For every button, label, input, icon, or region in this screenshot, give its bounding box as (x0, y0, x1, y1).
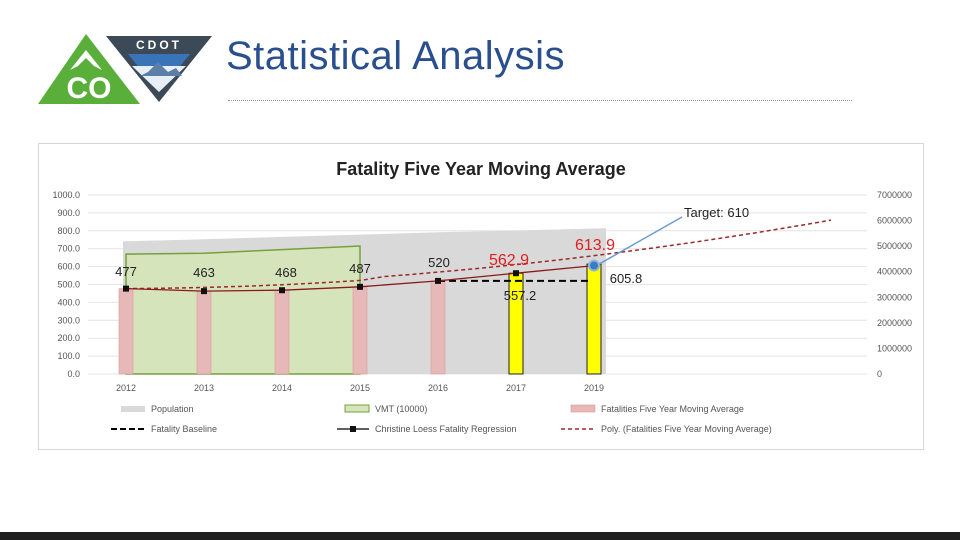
legend-label: Fatality Baseline (151, 424, 217, 434)
y-right-tick-label: 0 (877, 369, 882, 379)
legend-label: Fatalities Five Year Moving Average (601, 404, 744, 414)
legend-label: Population (151, 404, 194, 414)
y-left-tick-label: 0.0 (67, 369, 80, 379)
regression-value-label: 605.8 (610, 271, 643, 286)
y-left-tick-label: 200.0 (57, 333, 80, 343)
y-right-tick-label: 2000000 (877, 318, 912, 328)
legend-label: Poly. (Fatalities Five Year Moving Avera… (601, 424, 772, 434)
y-right-tick-label: 4000000 (877, 267, 912, 277)
legend-label: VMT (10000) (375, 404, 427, 414)
y-left-tick-label: 900.0 (57, 208, 80, 218)
bar-value-label-2013: 463 (193, 265, 215, 280)
bar-value-label-2019: 613.9 (575, 237, 615, 254)
target-arrow (599, 216, 683, 265)
regression-marker-2015 (357, 283, 363, 290)
chart-title: Fatality Five Year Moving Average (336, 159, 625, 179)
page-title: Statistical Analysis (226, 34, 566, 78)
y-left-tick-label: 500.0 (57, 280, 80, 290)
title-divider (228, 100, 852, 101)
mountain-logo-icon (38, 34, 140, 104)
x-tick-label-2017: 2017 (506, 383, 526, 393)
y-left-tick-label: 1000.0 (52, 190, 80, 200)
y-left-tick-label: 600.0 (57, 262, 80, 272)
x-tick-label-2014: 2014 (272, 383, 292, 393)
x-tick-label-2019: 2019 (584, 383, 604, 393)
y-right-tick-label: 3000000 (877, 292, 912, 302)
y-left-tick-label: 700.0 (57, 244, 80, 254)
regression-marker-2013 (201, 288, 207, 295)
cdot-logo-text: CDOT (136, 38, 182, 52)
chart-frame: 1000.0 900.0 800.0 700.0 600.0 500.0 400.0 300.… (38, 143, 924, 450)
cdot-logo: CO CDOT (38, 34, 212, 104)
y-right-tick-label: 1000000 (877, 343, 912, 353)
y-left-tick-label: 300.0 (57, 315, 80, 325)
fatality-bar-2014 (274, 289, 290, 375)
regression-marker-2017 (513, 270, 519, 277)
x-tick-label-2013: 2013 (194, 383, 214, 393)
y-right-tick-label: 6000000 (877, 216, 912, 226)
legend-swatch-vmt (344, 404, 370, 413)
y-left-tick-label: 400.0 (57, 297, 80, 307)
regression-marker-2016 (435, 277, 441, 284)
fatality-bar-2013 (196, 290, 212, 375)
bar-value-label-2016: 520 (428, 255, 450, 270)
legend-marker-regression (350, 426, 356, 432)
y-right-tick-label: 7000000 (877, 190, 912, 200)
x-tick-label-2012: 2012 (116, 383, 136, 393)
y-left-tick-label: 100.0 (57, 351, 80, 361)
legend-label: Christine Loess Fatality Regression (375, 424, 517, 434)
co-logo-text: CO (67, 72, 112, 104)
x-tick-label-2016: 2016 (428, 383, 448, 393)
vmt-area (125, 245, 361, 375)
baseline-value-label: 557.2 (504, 288, 537, 303)
fatality-bar-2012 (118, 288, 134, 375)
target-label: Target: 610 (684, 205, 749, 220)
bottom-bar (0, 532, 960, 540)
legend-swatch-population (121, 406, 145, 412)
legend-swatch-fatalities (570, 404, 596, 413)
regression-marker-2014 (279, 287, 285, 294)
bar-value-label-2015: 487 (349, 261, 371, 276)
fatality-chart: 1000.0 900.0 800.0 700.0 600.0 500.0 400.0 300.… (52, 159, 912, 434)
y-right-tick-label: 5000000 (877, 241, 912, 251)
x-tick-label-2015: 2015 (350, 383, 370, 393)
y-left-tick-label: 800.0 (57, 226, 80, 236)
bar-value-label-2017: 562.9 (489, 252, 529, 269)
fatality-bar-2016 (430, 280, 446, 375)
poly-trend-line (125, 219, 832, 290)
regression-marker-2012 (123, 285, 129, 292)
target-marker (588, 259, 600, 272)
bar-value-label-2012: 477 (115, 264, 137, 279)
bar-value-label-2014: 468 (275, 265, 297, 280)
fatality-bar-2019 (586, 263, 602, 375)
fatality-bar-2015 (352, 286, 368, 375)
